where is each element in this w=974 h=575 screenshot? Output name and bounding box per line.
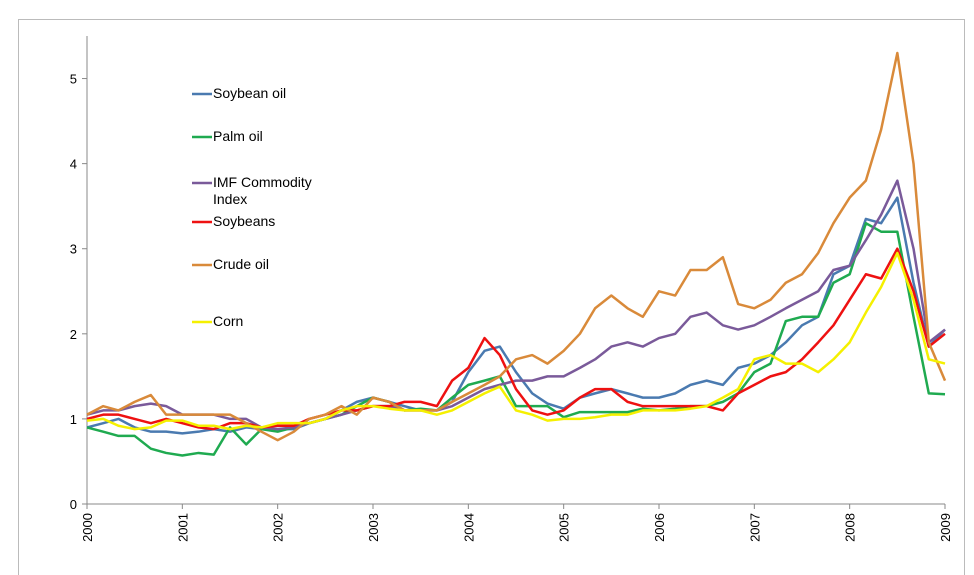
x-tick-label: 2000	[80, 513, 95, 542]
y-tick-label: 5	[70, 72, 77, 87]
x-tick-label: 2003	[366, 513, 381, 542]
x-tick-label: 2002	[271, 513, 286, 542]
series-line	[86, 179, 946, 431]
legend-label: Corn	[213, 313, 244, 329]
x-tick-label: 2005	[557, 513, 572, 542]
x-tick-label: 2004	[461, 513, 476, 542]
y-tick-label: 4	[70, 157, 77, 172]
y-tick-label: 0	[70, 497, 77, 512]
x-tick-label: 2008	[843, 513, 858, 542]
series-line	[86, 251, 946, 431]
series-line	[86, 51, 947, 442]
series-line	[86, 196, 946, 435]
series-line	[86, 247, 946, 431]
y-tick-label: 3	[70, 242, 77, 257]
chart-frame	[18, 19, 965, 575]
legend-label: Palm oil	[213, 128, 263, 144]
series-line	[86, 221, 946, 457]
x-tick-label: 2006	[652, 513, 667, 542]
legend-label: IMF Commodity Index	[213, 174, 312, 207]
y-tick-label: 1	[70, 412, 77, 427]
x-tick-label: 2001	[175, 513, 190, 542]
legend-label: Soybean oil	[213, 85, 287, 101]
x-tick-label: 2009	[938, 513, 953, 542]
legend-label: Crude oil	[213, 256, 270, 272]
x-tick-label: 2007	[747, 513, 762, 542]
legend-label: Soybeans	[213, 213, 276, 229]
y-tick-label: 2	[70, 327, 77, 342]
